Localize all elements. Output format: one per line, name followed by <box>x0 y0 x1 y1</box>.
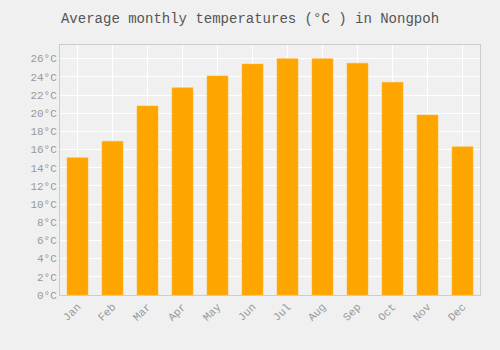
svg-text:4°C: 4°C <box>37 253 57 265</box>
svg-text:Apr: Apr <box>166 301 188 323</box>
svg-text:18°C: 18°C <box>30 126 57 138</box>
svg-text:Sep: Sep <box>341 301 363 323</box>
svg-text:10°C: 10°C <box>30 199 57 211</box>
svg-text:8°C: 8°C <box>37 217 57 229</box>
svg-text:16°C: 16°C <box>30 144 57 156</box>
svg-text:Jan: Jan <box>61 301 83 323</box>
svg-text:Dec: Dec <box>446 301 468 323</box>
svg-text:Jun: Jun <box>236 301 258 323</box>
svg-text:20°C: 20°C <box>30 108 57 120</box>
svg-text:Mar: Mar <box>131 301 153 323</box>
svg-text:Oct: Oct <box>376 301 398 323</box>
svg-text:24°C: 24°C <box>30 72 57 84</box>
svg-text:22°C: 22°C <box>30 90 57 102</box>
svg-text:14°C: 14°C <box>30 163 57 175</box>
svg-text:12°C: 12°C <box>30 181 57 193</box>
svg-text:Nov: Nov <box>411 301 434 324</box>
svg-text:2°C: 2°C <box>37 272 57 284</box>
svg-text:Jul: Jul <box>271 301 293 323</box>
svg-text:Aug: Aug <box>306 301 328 323</box>
svg-text:0°C: 0°C <box>37 290 57 302</box>
svg-text:Average monthly temperatures (: Average monthly temperatures (°C ) in No… <box>61 11 439 27</box>
svg-text:Feb: Feb <box>96 301 118 323</box>
svg-text:May: May <box>201 301 224 324</box>
svg-text:26°C: 26°C <box>30 53 57 65</box>
svg-text:6°C: 6°C <box>37 235 57 247</box>
